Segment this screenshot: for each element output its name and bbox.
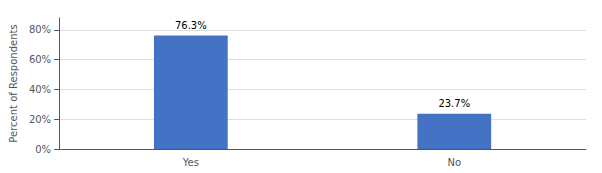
svg-text:No: No	[447, 157, 461, 168]
svg-text:Percent of Respondents: Percent of Respondents	[8, 24, 19, 142]
svg-text:Yes: Yes	[182, 157, 199, 168]
svg-text:20%: 20%	[29, 114, 51, 125]
svg-text:60%: 60%	[29, 54, 51, 65]
svg-text:80%: 80%	[29, 24, 51, 35]
svg-text:76.3%: 76.3%	[175, 20, 207, 31]
svg-text:40%: 40%	[29, 84, 51, 95]
svg-text:23.7%: 23.7%	[438, 98, 470, 109]
svg-text:0%: 0%	[35, 144, 51, 155]
